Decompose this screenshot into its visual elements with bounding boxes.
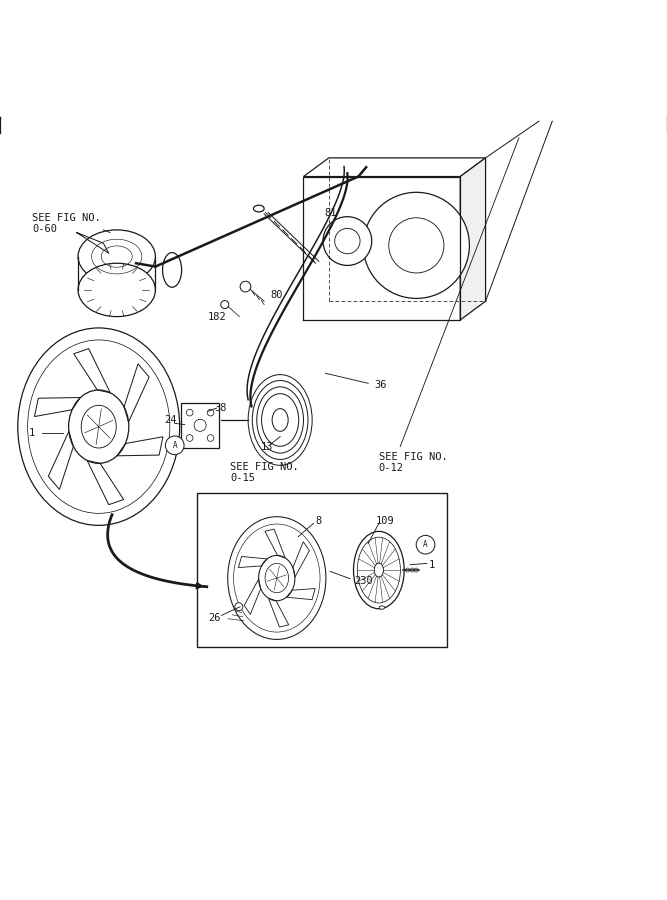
Text: SEE FIG NO.: SEE FIG NO. (379, 452, 448, 462)
Text: 80: 80 (271, 291, 283, 301)
Circle shape (323, 217, 372, 266)
Ellipse shape (272, 409, 288, 431)
Ellipse shape (69, 390, 129, 464)
Circle shape (410, 568, 414, 572)
Text: SEE FIG NO.: SEE FIG NO. (230, 462, 299, 472)
Text: A: A (173, 441, 177, 450)
Ellipse shape (253, 205, 264, 212)
Circle shape (235, 603, 243, 611)
Circle shape (165, 436, 184, 454)
Ellipse shape (374, 563, 384, 577)
Ellipse shape (259, 555, 295, 600)
Text: 0-60: 0-60 (32, 224, 57, 234)
Text: 1: 1 (29, 428, 35, 438)
Circle shape (416, 536, 435, 554)
Circle shape (221, 301, 229, 309)
Text: 81: 81 (324, 208, 336, 218)
Ellipse shape (354, 531, 404, 608)
Text: 230: 230 (354, 576, 373, 587)
Text: 8: 8 (315, 517, 322, 526)
Ellipse shape (78, 263, 155, 317)
Text: 13: 13 (261, 442, 273, 452)
Bar (181, 402, 219, 448)
Text: 109: 109 (376, 517, 395, 526)
Text: SEE FIG NO.: SEE FIG NO. (32, 213, 101, 223)
Text: 24: 24 (164, 415, 176, 425)
Polygon shape (460, 158, 486, 320)
Text: 38: 38 (214, 403, 226, 413)
Text: 26: 26 (209, 613, 221, 623)
Ellipse shape (163, 253, 181, 287)
Text: 0-15: 0-15 (230, 473, 255, 483)
Text: 1: 1 (429, 560, 436, 570)
Text: A: A (424, 540, 428, 549)
Circle shape (364, 193, 470, 299)
Text: 182: 182 (207, 311, 226, 321)
Bar (197, 493, 447, 647)
Ellipse shape (78, 230, 155, 284)
Polygon shape (303, 158, 486, 176)
Ellipse shape (380, 606, 385, 609)
Circle shape (240, 281, 251, 292)
Text: 0-12: 0-12 (379, 463, 404, 473)
Circle shape (414, 568, 418, 572)
Circle shape (406, 568, 410, 572)
Text: 36: 36 (374, 380, 386, 390)
